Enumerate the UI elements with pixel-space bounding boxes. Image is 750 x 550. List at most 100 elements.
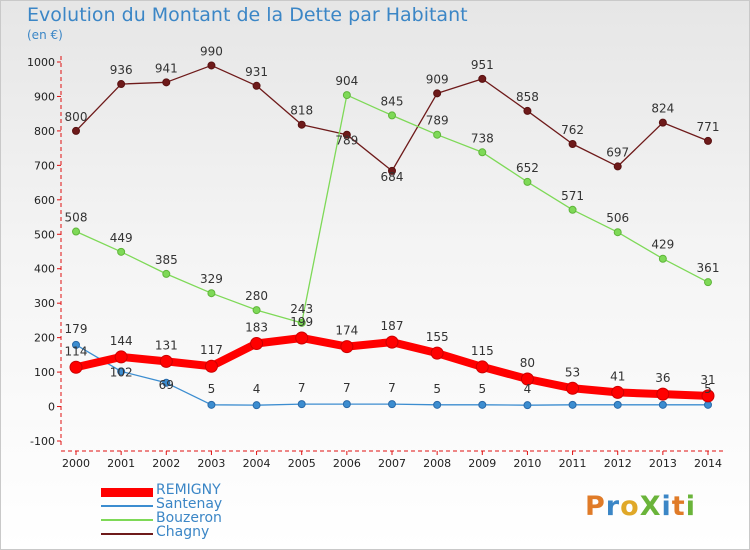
data-point-remigny [340,340,354,354]
data-label-chagny: 789 [335,134,358,148]
data-label-bouzeron: 789 [426,114,449,128]
y-tick-label: 600 [34,194,55,207]
legend-swatch-chagny [101,533,153,535]
data-label-remigny: 187 [381,319,404,333]
data-label-remigny: 115 [471,344,494,358]
data-point-remigny [430,346,444,360]
data-point-bouzeron [72,227,80,236]
x-tick-label: 2012 [604,457,632,470]
data-point-santenay [117,367,126,376]
x-tick-label: 2011 [559,457,587,470]
data-label-chagny: 824 [651,102,674,116]
data-label-bouzeron: 506 [606,211,629,225]
data-point-bouzeron [478,148,487,157]
x-tick-label: 2004 [243,457,271,470]
data-point-santenay [658,400,667,409]
data-point-santenay [297,400,306,409]
data-point-bouzeron [117,247,126,256]
data-label-remigny: 36 [655,371,670,385]
data-point-bouzeron [568,205,577,214]
data-point-remigny [295,331,309,345]
data-label-santenay: 5 [208,382,216,396]
data-label-santenay: 4 [253,382,261,396]
data-label-remigny: 114 [65,344,88,358]
data-label-bouzeron: 385 [155,253,178,267]
data-point-chagny [433,89,442,98]
x-tick-label: 2007 [378,457,406,470]
data-label-chagny: 909 [426,72,449,86]
data-point-chagny [297,120,306,129]
data-label-bouzeron: 361 [697,261,720,275]
data-point-bouzeron [388,111,396,120]
legend-swatch-bouzeron [101,519,153,521]
data-label-remigny: 117 [200,343,223,357]
data-label-bouzeron: 329 [200,272,223,286]
data-point-bouzeron [297,318,306,327]
data-label-santenay: 69 [159,378,174,392]
logo-letter: r [605,491,621,522]
data-point-santenay [433,400,442,409]
data-point-remigny [204,359,218,373]
data-point-bouzeron [252,306,261,315]
data-label-santenay: 7 [388,381,396,395]
data-point-chagny [658,118,667,127]
data-point-chagny [613,162,622,171]
y-tick-label: 400 [34,263,55,276]
data-point-bouzeron [433,130,442,139]
data-label-chagny: 858 [516,90,539,104]
x-tick-label: 2002 [152,457,180,470]
data-point-santenay [478,400,487,409]
data-point-chagny [72,126,80,135]
logo-letter: X [639,491,662,522]
data-point-remigny [475,360,489,374]
chart-title: Evolution du Montant de la Dette par Hab… [27,4,468,26]
data-label-santenay: 4 [524,382,532,396]
data-label-santenay: 102 [110,365,133,379]
y-tick-label: 500 [34,228,55,241]
data-label-remigny: 199 [290,315,313,329]
y-tick-label: 1000 [27,56,55,69]
data-point-remigny [701,389,715,403]
x-tick-label: 2014 [694,457,722,470]
data-point-bouzeron [613,228,622,237]
data-label-remigny: 41 [610,369,625,383]
data-label-remigny: 155 [426,330,449,344]
logo-letter: o [620,491,640,522]
data-point-chagny [523,106,532,115]
data-label-bouzeron: 845 [381,94,404,108]
y-tick-label: 200 [34,332,55,345]
data-point-chagny [117,80,126,89]
y-tick-label: 700 [34,159,55,172]
x-tick-label: 2009 [468,457,496,470]
x-tick-label: 2003 [197,457,225,470]
data-point-santenay [388,400,396,409]
logo-letter: i [685,491,696,522]
data-point-bouzeron [658,254,667,263]
data-label-santenay: 7 [343,381,351,395]
data-label-bouzeron: 738 [471,131,494,145]
data-label-chagny: 818 [290,104,313,118]
data-label-bouzeron: 449 [110,231,133,245]
data-point-bouzeron [342,91,351,100]
data-label-remigny: 174 [335,324,358,338]
data-point-santenay [207,400,216,409]
data-point-santenay [252,401,261,410]
data-label-remigny: 80 [520,356,535,370]
data-label-chagny: 684 [381,170,404,184]
data-label-bouzeron: 508 [65,211,88,225]
data-point-remigny [656,387,670,401]
series-line-bouzeron [75,94,709,324]
data-point-remigny [611,385,625,399]
data-label-santenay: 179 [65,322,88,336]
data-point-bouzeron [704,278,712,287]
data-point-chagny [162,78,171,87]
data-point-chagny [568,140,577,149]
legend-swatch-remigny [101,488,153,497]
data-point-chagny [342,130,351,139]
legend-label-chagny: Chagny [156,524,210,540]
data-label-remigny: 53 [565,365,580,379]
data-label-remigny: 131 [155,338,178,352]
data-point-santenay [162,378,171,387]
data-point-santenay [523,401,532,410]
data-point-santenay [568,400,577,409]
